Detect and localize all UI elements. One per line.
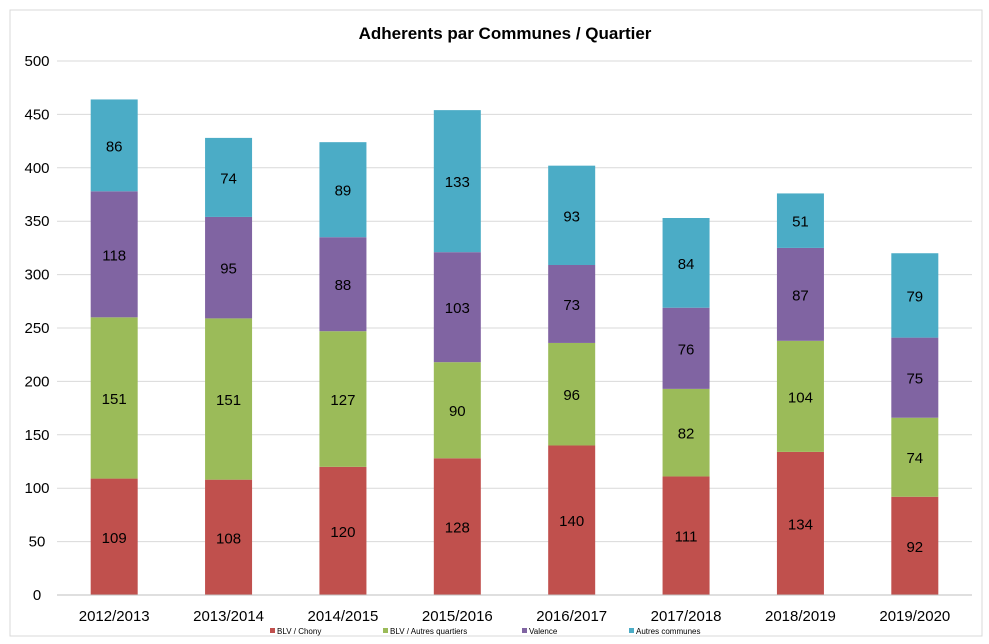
- legend-label: BLV / Chony: [277, 627, 321, 636]
- data-label: 89: [335, 183, 352, 200]
- y-tick-label: 150: [24, 427, 49, 444]
- y-tick-label: 250: [24, 320, 49, 337]
- data-label: 120: [330, 524, 355, 541]
- y-tick-label: 450: [24, 106, 49, 123]
- data-label: 84: [678, 256, 695, 273]
- x-tick-label: 2013/2014: [193, 608, 264, 625]
- data-label: 96: [563, 387, 580, 404]
- data-label: 133: [445, 174, 470, 191]
- legend-swatch: [522, 628, 527, 633]
- data-label: 51: [792, 214, 809, 231]
- x-tick-label: 2016/2017: [536, 608, 607, 625]
- x-tick-label: 2019/2020: [879, 608, 950, 625]
- y-tick-label: 350: [24, 213, 49, 230]
- data-label: 151: [102, 391, 127, 408]
- data-label: 118: [102, 247, 126, 264]
- data-label: 127: [330, 392, 355, 409]
- data-label: 75: [906, 371, 923, 388]
- data-label: 86: [106, 138, 123, 155]
- data-label: 104: [788, 389, 813, 406]
- data-label: 74: [220, 170, 237, 187]
- data-label: 79: [906, 288, 923, 305]
- data-label: 111: [675, 529, 698, 546]
- data-label: 88: [335, 277, 352, 294]
- data-label: 87: [792, 287, 809, 304]
- data-label: 95: [220, 261, 237, 278]
- legend-label: BLV / Autres quartiers: [390, 627, 467, 636]
- data-label: 76: [678, 341, 695, 358]
- y-tick-label: 0: [33, 587, 41, 604]
- data-label: 82: [678, 426, 695, 443]
- y-tick-label: 400: [24, 160, 49, 177]
- y-tick-label: 500: [24, 53, 49, 70]
- chart-title: Adherents par Communes / Quartier: [359, 24, 652, 43]
- data-label: 74: [906, 450, 923, 467]
- data-label: 93: [563, 208, 580, 225]
- data-label: 103: [445, 300, 470, 317]
- legend-swatch: [270, 628, 275, 633]
- y-tick-label: 200: [24, 373, 49, 390]
- y-tick-label: 300: [24, 267, 49, 284]
- y-tick-label: 100: [24, 480, 49, 497]
- data-label: 128: [445, 520, 470, 537]
- data-label: 108: [216, 530, 241, 547]
- y-tick-label: 50: [29, 534, 46, 551]
- data-label: 134: [788, 516, 813, 533]
- x-tick-label: 2012/2013: [79, 608, 150, 625]
- x-tick-label: 2018/2019: [765, 608, 836, 625]
- legend-swatch: [629, 628, 634, 633]
- legend-label: Valence: [529, 627, 558, 636]
- data-label: 151: [216, 392, 241, 409]
- data-label: 109: [102, 530, 127, 547]
- legend-swatch: [383, 628, 388, 633]
- legend-label: Autres communes: [636, 627, 700, 636]
- x-tick-label: 2015/2016: [422, 608, 493, 625]
- x-tick-label: 2017/2018: [651, 608, 722, 625]
- data-label: 92: [906, 539, 923, 556]
- data-label: 140: [559, 513, 584, 530]
- data-label: 90: [449, 403, 466, 420]
- x-tick-label: 2014/2015: [307, 608, 378, 625]
- data-label: 73: [563, 297, 580, 314]
